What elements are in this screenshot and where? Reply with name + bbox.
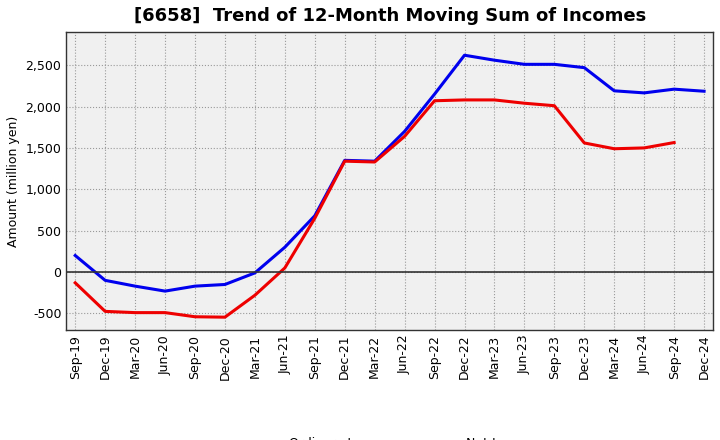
Net Income (310, 216, 319, 221)
Ordinary Income (640, 90, 649, 95)
Net Income (220, 315, 229, 320)
Ordinary Income (610, 88, 618, 93)
Net Income (520, 101, 528, 106)
Ordinary Income (370, 158, 379, 164)
Net Income (71, 280, 79, 286)
Ordinary Income (310, 213, 319, 218)
Net Income (490, 97, 499, 103)
Ordinary Income (281, 245, 289, 250)
Net Income (580, 140, 589, 146)
Ordinary Income (71, 253, 79, 258)
Net Income (131, 310, 140, 315)
Y-axis label: Amount (million yen): Amount (million yen) (7, 115, 20, 247)
Net Income (341, 158, 349, 164)
Net Income (161, 310, 169, 315)
Ordinary Income (220, 282, 229, 287)
Ordinary Income (431, 92, 439, 97)
Legend: Ordinary Income, Net Income: Ordinary Income, Net Income (236, 432, 543, 440)
Ordinary Income (580, 65, 589, 70)
Net Income (640, 145, 649, 150)
Ordinary Income (191, 283, 199, 289)
Net Income (550, 103, 559, 108)
Ordinary Income (490, 58, 499, 63)
Ordinary Income (520, 62, 528, 67)
Net Income (370, 159, 379, 165)
Net Income (431, 98, 439, 103)
Ordinary Income (251, 270, 259, 275)
Ordinary Income (101, 278, 109, 283)
Title: [6658]  Trend of 12-Month Moving Sum of Incomes: [6658] Trend of 12-Month Moving Sum of I… (133, 7, 646, 25)
Ordinary Income (131, 283, 140, 289)
Net Income (251, 293, 259, 298)
Line: Net Income: Net Income (75, 100, 674, 317)
Ordinary Income (550, 62, 559, 67)
Net Income (281, 265, 289, 271)
Ordinary Income (670, 87, 678, 92)
Net Income (400, 134, 409, 139)
Net Income (101, 309, 109, 314)
Net Income (460, 97, 469, 103)
Ordinary Income (700, 88, 708, 94)
Net Income (191, 314, 199, 319)
Net Income (610, 146, 618, 151)
Ordinary Income (341, 158, 349, 163)
Ordinary Income (400, 129, 409, 134)
Ordinary Income (161, 289, 169, 294)
Ordinary Income (460, 53, 469, 58)
Net Income (670, 140, 678, 145)
Line: Ordinary Income: Ordinary Income (75, 55, 704, 291)
